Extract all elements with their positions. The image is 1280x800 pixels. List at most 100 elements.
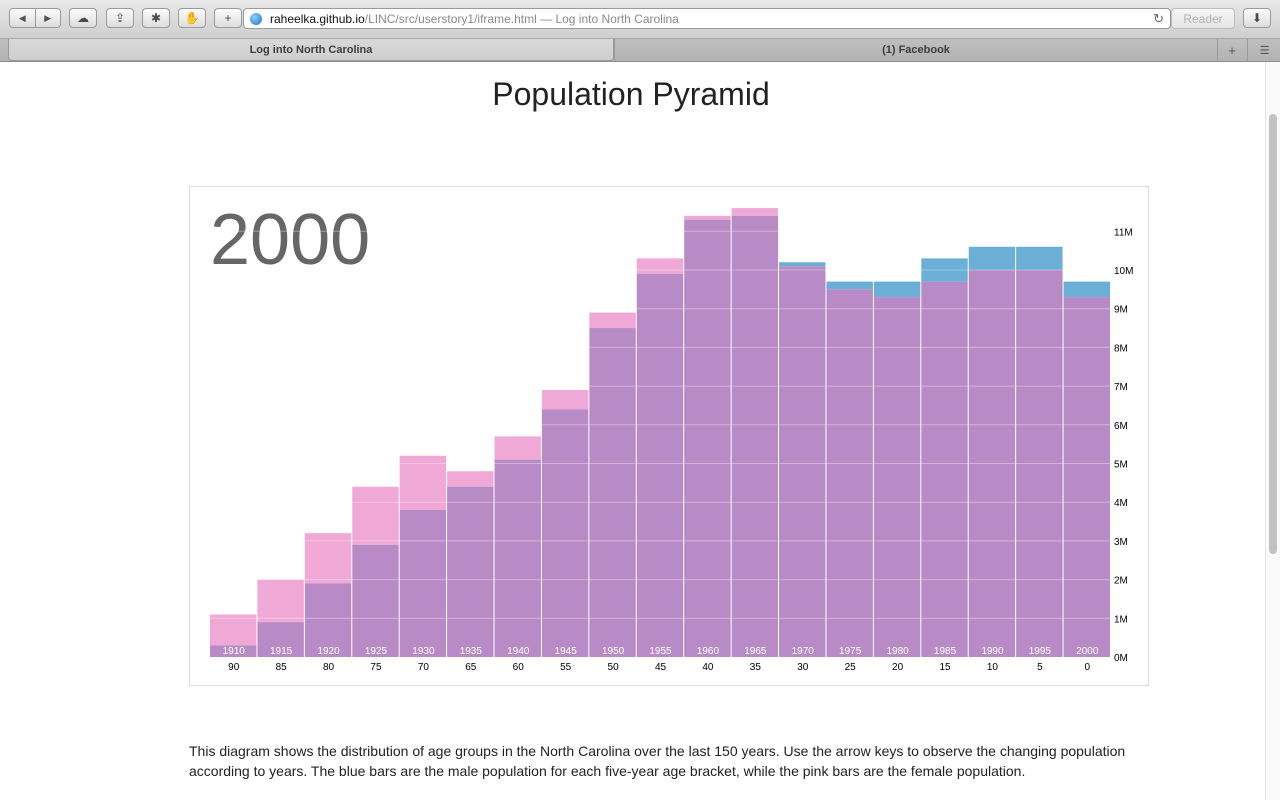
bar-excess (210, 614, 257, 646)
bar-excess (921, 258, 968, 282)
age-tick-label: 0 (1085, 662, 1091, 673)
globe-icon (250, 12, 262, 25)
bar-overlap (1063, 297, 1110, 657)
chart-description: This diagram shows the distribution of a… (189, 743, 1126, 779)
bar-excess (826, 281, 873, 290)
y-tick-label: 0M (1114, 653, 1128, 664)
bar-overlap (636, 273, 684, 657)
bar-excess (257, 579, 304, 623)
bar-overlap (826, 289, 873, 657)
age-tick-label: 75 (370, 662, 382, 673)
age-tick-label: 70 (418, 662, 430, 673)
birth-year-label: 2000 (1076, 646, 1099, 657)
page-title: Population Pyramid (492, 76, 770, 112)
age-tick-label: 40 (702, 662, 714, 673)
bar-excess (589, 312, 636, 329)
birth-year-label: 1920 (317, 646, 340, 657)
birth-year-label: 1980 (886, 646, 909, 657)
bar-overlap (589, 328, 636, 657)
y-tick-label: 10M (1114, 266, 1133, 277)
tab-log-into-north-carolina[interactable]: Log into North Carolina (8, 39, 614, 61)
bar-overlap (779, 266, 826, 657)
cloud-icon[interactable]: ☁ (69, 8, 97, 28)
birth-year-label: 1915 (270, 646, 293, 657)
age-tick-label: 80 (323, 662, 335, 673)
tab-list-icon[interactable]: ☰ (1247, 39, 1280, 61)
page-scrollbar[interactable] (1265, 62, 1280, 800)
bar-excess (873, 281, 921, 298)
bar-excess (1063, 281, 1110, 298)
bar-excess (494, 436, 541, 460)
scrollbar-thumb[interactable] (1269, 114, 1277, 554)
age-tick-label: 45 (655, 662, 667, 673)
chart-svg: 2000 1910 90 1915 85 1920 80 1925 75 1930 70 1935 65… (210, 200, 1133, 673)
bar-overlap (352, 544, 399, 657)
y-tick-label: 6M (1114, 421, 1128, 432)
browser-toolbar: ◀ ▶ ☁ ⇪ ✱ ✋ + raheelka.github.io /LINC/s… (0, 0, 1280, 39)
bar-overlap (731, 215, 779, 657)
birth-year-label: 1970 (792, 646, 815, 657)
age-tick-label: 10 (987, 662, 999, 673)
tab-facebook[interactable]: (1) Facebook (614, 39, 1217, 61)
birth-year-label: 1975 (839, 646, 862, 657)
bar-overlap (210, 645, 257, 657)
y-tick-label: 5M (1114, 460, 1128, 471)
address-bar[interactable]: raheelka.github.io /LINC/src/userstory1/… (243, 8, 1171, 29)
birth-year-label: 1945 (555, 646, 578, 657)
age-tick-label: 20 (892, 662, 904, 673)
bar-excess (352, 486, 399, 545)
add-icon[interactable]: + (214, 8, 242, 28)
age-tick-label: 55 (560, 662, 572, 673)
birth-year-label: 1940 (507, 646, 530, 657)
forward-icon[interactable]: ▶ (44, 12, 52, 23)
y-tick-label: 9M (1114, 305, 1128, 316)
bug-icon[interactable]: ✱ (142, 8, 170, 28)
birth-year-label: 1925 (365, 646, 388, 657)
birth-year-label: 1930 (412, 646, 435, 657)
age-tick-label: 65 (465, 662, 477, 673)
year-label: 2000 (210, 200, 370, 280)
reader-button[interactable]: Reader (1171, 8, 1235, 29)
birth-year-label: 1990 (981, 646, 1004, 657)
history-nav: ◀ ▶ (9, 8, 61, 28)
url-separator: — (536, 11, 556, 26)
y-tick-label: 8M (1114, 343, 1128, 354)
birth-year-label: 1995 (1029, 646, 1052, 657)
y-tick-label: 2M (1114, 576, 1128, 587)
back-icon[interactable]: ◀ (10, 9, 36, 27)
age-tick-label: 5 (1037, 662, 1043, 673)
age-tick-label: 90 (228, 662, 240, 673)
birth-year-label: 1985 (934, 646, 957, 657)
y-tick-label: 4M (1114, 498, 1128, 509)
new-tab-icon[interactable]: + (1217, 39, 1246, 61)
y-tick-label: 3M (1114, 537, 1128, 548)
bar-excess (968, 246, 1016, 270)
bar-overlap (494, 459, 541, 657)
population-pyramid-chart: 2000 1910 90 1915 85 1920 80 1925 75 1930 70 1935 65… (189, 186, 1149, 686)
bar-excess (447, 471, 494, 487)
bar-overlap (873, 297, 921, 657)
url-page-title: Log into North Carolina (555, 11, 679, 26)
share-icon[interactable]: ⇪ (106, 8, 134, 28)
y-tick-label: 11M (1114, 227, 1133, 238)
y-tick-label: 7M (1114, 382, 1128, 393)
age-tick-label: 60 (513, 662, 525, 673)
url-host: raheelka.github.io (270, 11, 365, 26)
bar-overlap (447, 486, 494, 657)
age-tick-label: 30 (797, 662, 809, 673)
bar-overlap (1016, 270, 1063, 657)
age-tick-label: 50 (608, 662, 620, 673)
download-icon[interactable]: ⬇ (1243, 8, 1271, 28)
hand-icon[interactable]: ✋ (178, 8, 206, 28)
bar-overlap (541, 409, 589, 657)
bar-excess (399, 455, 447, 510)
bar-excess (1016, 246, 1063, 270)
bar-excess (731, 208, 779, 216)
age-tick-label: 25 (845, 662, 857, 673)
age-tick-label: 35 (750, 662, 762, 673)
tab-bar: Log into North Carolina (1) Facebook + ☰ (0, 39, 1280, 62)
bar-excess (779, 262, 826, 267)
bar-excess (304, 533, 352, 584)
bar-overlap (304, 583, 352, 657)
reload-icon[interactable]: ↻ (1153, 10, 1164, 26)
